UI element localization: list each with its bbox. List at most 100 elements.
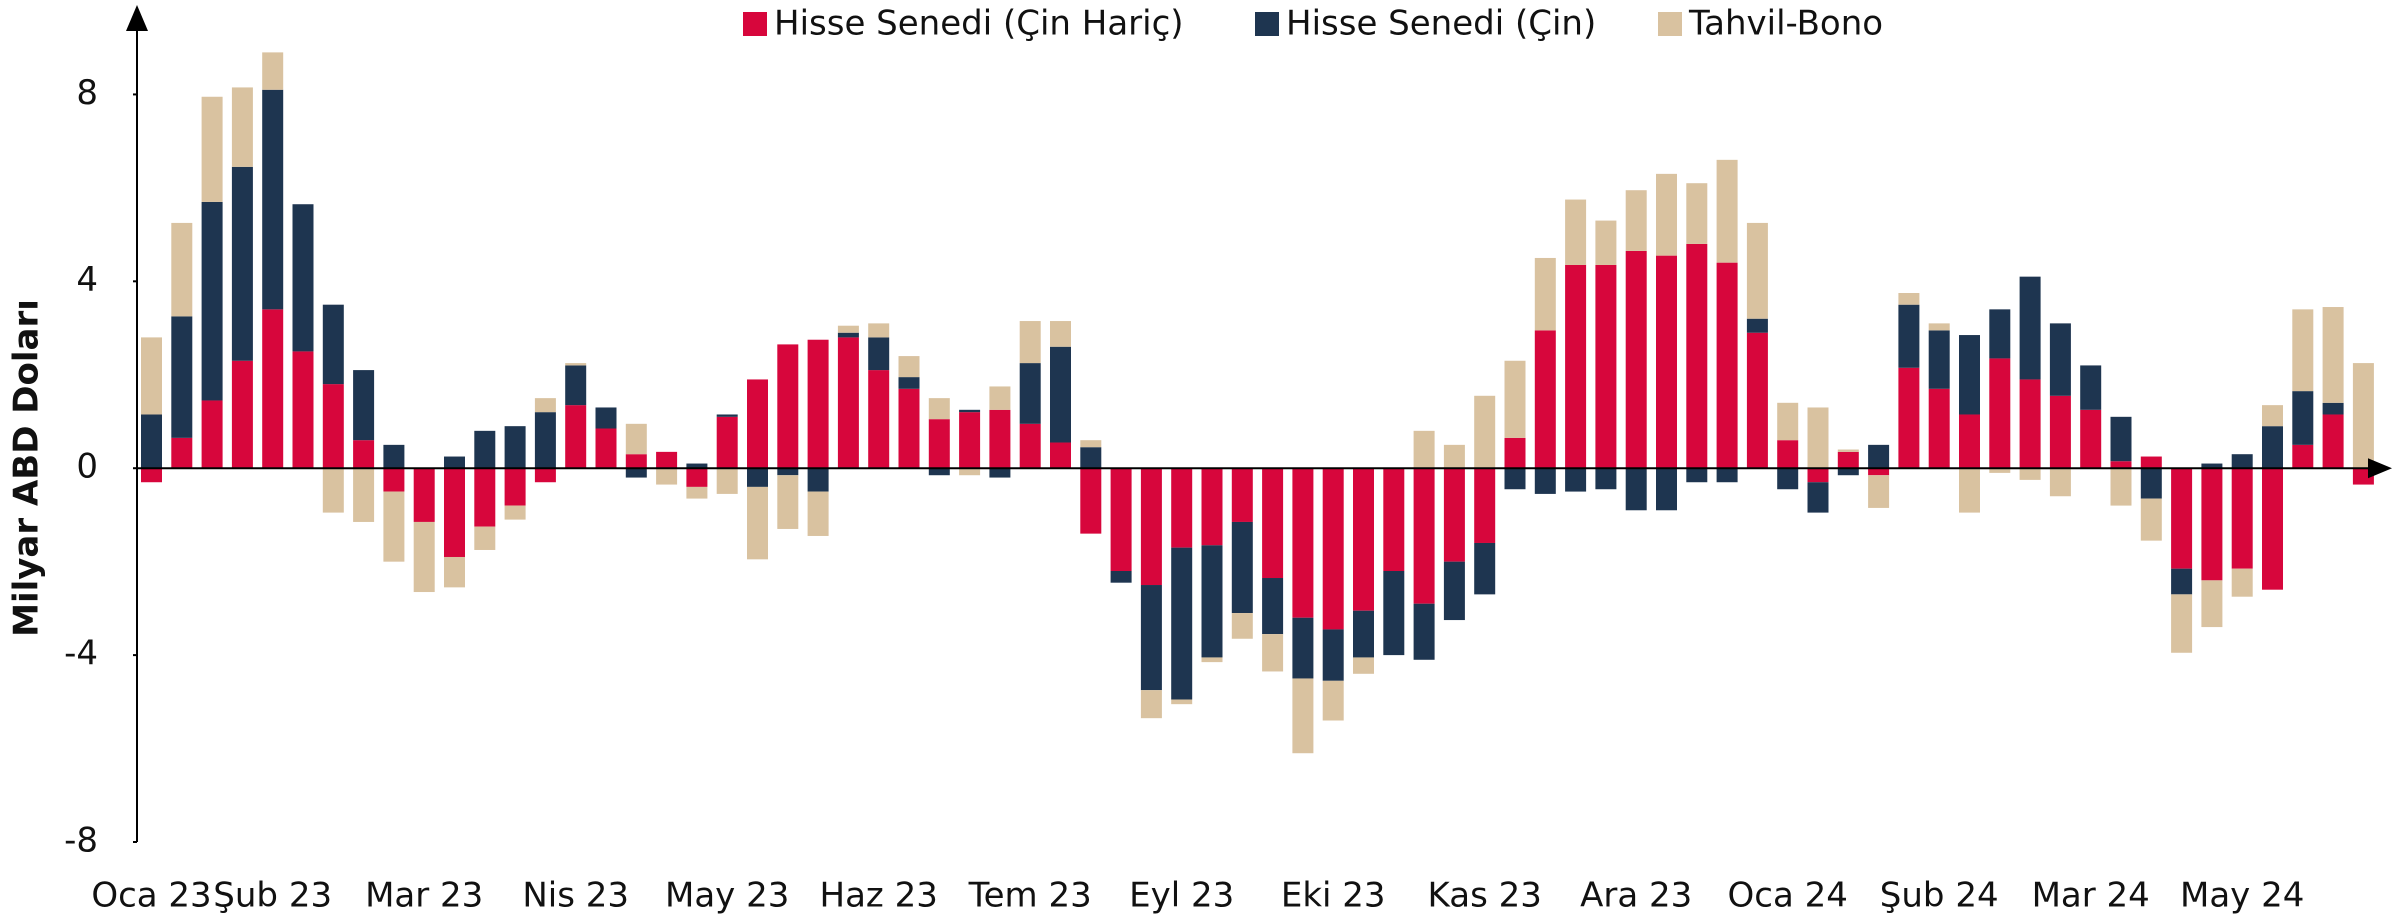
bar <box>1959 468 1980 513</box>
bar <box>595 407 617 429</box>
bar <box>1928 330 1950 389</box>
x-tick-label: Şub 23 <box>213 876 332 916</box>
bar <box>1868 444 1890 469</box>
bar <box>1746 222 1768 319</box>
legend-swatch <box>1658 12 1682 36</box>
bar <box>1262 468 1284 579</box>
bar <box>1898 367 1920 469</box>
y-tick-label: 0 <box>76 447 98 487</box>
bar <box>2140 468 2162 499</box>
bar <box>1504 468 1526 490</box>
bar <box>2019 276 2041 380</box>
x-tick-label: Eyl 23 <box>1129 876 1234 916</box>
bar <box>1837 449 1859 452</box>
bar <box>1625 190 1647 251</box>
bar <box>1292 678 1314 754</box>
bar <box>595 428 617 469</box>
bar <box>201 201 223 401</box>
bar <box>1201 468 1223 546</box>
bar <box>1474 468 1496 543</box>
x-tick-label: Kas 23 <box>1428 876 1542 916</box>
bar <box>1565 264 1587 469</box>
bar <box>1353 468 1374 611</box>
bar <box>1746 332 1768 469</box>
bar <box>686 468 708 487</box>
bar <box>565 405 587 469</box>
bar <box>1383 571 1405 656</box>
bar <box>2110 461 2132 469</box>
bar <box>1656 255 1677 469</box>
bar <box>807 491 829 536</box>
bar <box>2080 365 2102 410</box>
bar <box>2171 568 2193 595</box>
bar <box>322 384 344 469</box>
bar <box>231 166 253 361</box>
bar <box>898 388 920 469</box>
bar <box>1777 440 1799 469</box>
bar <box>444 556 465 588</box>
legend-label: Tahvil-Bono <box>1688 4 1883 44</box>
y-axis-label: Milyar ABD Doları <box>7 299 47 637</box>
bar <box>1807 407 1829 469</box>
bar <box>504 468 526 506</box>
bar <box>2110 468 2132 506</box>
bar <box>1262 634 1284 672</box>
bar <box>141 337 162 415</box>
bar <box>444 456 465 469</box>
bar <box>1080 447 1102 469</box>
bar <box>1231 521 1253 614</box>
bar <box>2201 580 2223 628</box>
bar <box>898 356 920 378</box>
bar <box>807 339 829 469</box>
bar <box>353 468 375 522</box>
bar <box>1534 330 1556 469</box>
bar <box>868 370 890 469</box>
y-tick-label: 8 <box>76 73 98 113</box>
bar <box>201 96 223 202</box>
x-tick-label: Oca 24 <box>1728 876 1848 916</box>
bar <box>2292 391 2314 445</box>
y-tick-label: -4 <box>64 634 98 674</box>
bar <box>1777 468 1799 490</box>
bar <box>1656 468 1677 511</box>
y-tick-label: 4 <box>76 260 98 300</box>
bar <box>171 437 193 469</box>
bar <box>1504 437 1526 469</box>
bar <box>1656 173 1677 256</box>
bar <box>2292 444 2314 469</box>
bar <box>1201 545 1223 658</box>
bar <box>2262 468 2283 590</box>
bar <box>837 332 859 338</box>
bar <box>868 337 890 371</box>
bar <box>2231 454 2253 469</box>
y-tick-label: -8 <box>64 821 98 861</box>
bar <box>2201 463 2223 469</box>
bar <box>656 451 678 469</box>
bar <box>777 468 799 476</box>
bar <box>716 468 738 494</box>
bar <box>1989 468 2011 473</box>
bar <box>2231 468 2253 569</box>
bar <box>1413 603 1435 660</box>
bar <box>928 468 950 476</box>
bar <box>1322 468 1344 630</box>
bar <box>716 414 738 417</box>
bar <box>1595 220 1617 265</box>
bar <box>989 409 1011 469</box>
bar <box>1140 585 1162 691</box>
bar <box>2352 363 2374 469</box>
bar <box>504 505 526 520</box>
bar <box>928 419 950 469</box>
bar <box>353 440 375 469</box>
bar <box>474 468 496 527</box>
bar <box>1898 293 1920 305</box>
bar <box>747 468 768 487</box>
bar <box>1413 430 1435 469</box>
bar <box>1353 610 1374 658</box>
bar <box>1625 250 1647 469</box>
bar <box>534 468 556 483</box>
bar <box>1171 468 1193 548</box>
bar <box>747 379 768 469</box>
bar <box>1837 451 1859 469</box>
